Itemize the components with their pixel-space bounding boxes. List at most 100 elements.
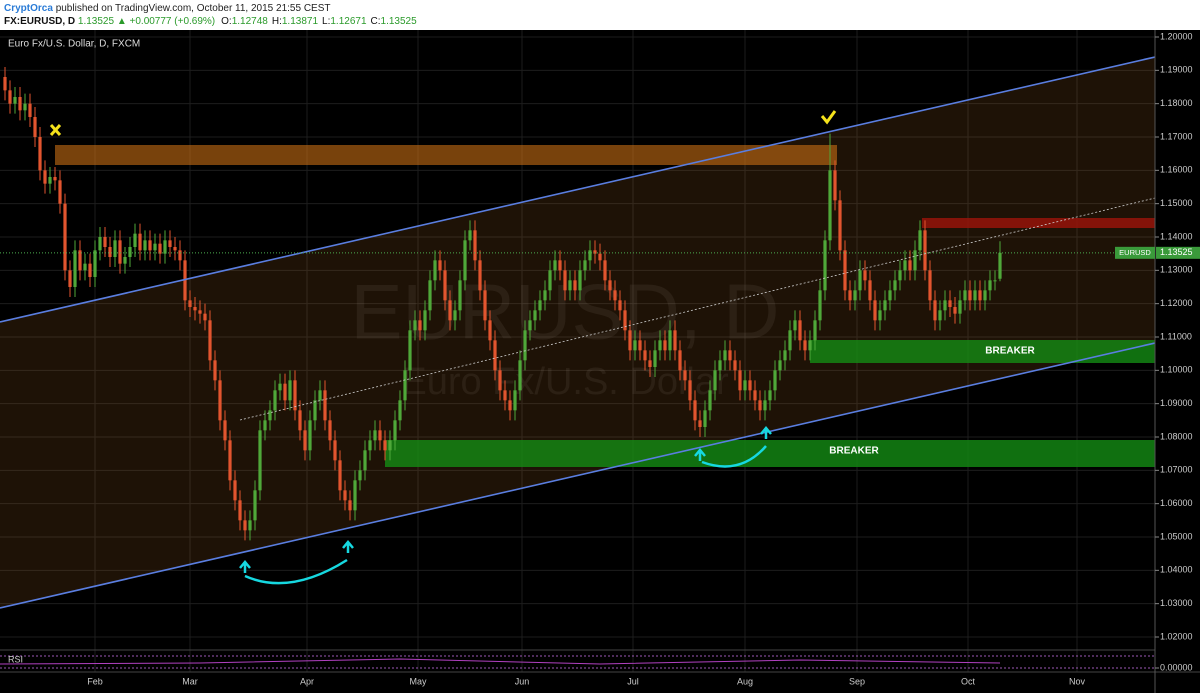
ohlc-value: 1.12671 bbox=[330, 16, 367, 27]
trend-line bbox=[0, 342, 1155, 609]
arrow bbox=[694, 448, 706, 461]
candle-body bbox=[203, 313, 207, 321]
candle-body bbox=[883, 300, 887, 311]
candle-body bbox=[133, 233, 137, 247]
author[interactable]: CryptOrca bbox=[4, 3, 53, 14]
candle-body bbox=[688, 380, 692, 401]
candle-body bbox=[588, 250, 592, 261]
candle-body bbox=[303, 430, 307, 451]
candle-body bbox=[123, 257, 127, 264]
price-tag: EURUSD bbox=[1119, 248, 1151, 257]
candle-body bbox=[953, 307, 957, 314]
candle-body bbox=[113, 240, 117, 257]
candle-body bbox=[273, 390, 277, 411]
x-tick-label: Oct bbox=[961, 676, 976, 686]
candle-body bbox=[358, 470, 362, 481]
zone bbox=[55, 145, 837, 165]
candle-body bbox=[973, 290, 977, 301]
candle-body bbox=[413, 320, 417, 331]
candle-body bbox=[528, 320, 532, 331]
candle-body bbox=[493, 340, 497, 371]
candle-body bbox=[858, 270, 862, 291]
candle-body bbox=[818, 290, 822, 321]
candle-body bbox=[728, 350, 732, 361]
candle-body bbox=[808, 340, 812, 351]
candle-body bbox=[458, 280, 462, 311]
candle-body bbox=[198, 310, 202, 314]
candle-body bbox=[568, 280, 572, 291]
candle-body bbox=[823, 240, 827, 291]
candle-body bbox=[408, 330, 412, 371]
candle-body bbox=[773, 370, 777, 391]
candle-body bbox=[43, 170, 47, 184]
candle-body bbox=[933, 300, 937, 321]
rsi-tick-label: 0.00000 bbox=[1160, 662, 1193, 672]
candle-body bbox=[283, 383, 287, 401]
candle-body bbox=[673, 330, 677, 351]
candle-body bbox=[53, 177, 57, 181]
ohlc-key: H: bbox=[272, 16, 282, 27]
candle-body bbox=[908, 260, 912, 271]
candle-body bbox=[718, 360, 722, 371]
candle-body bbox=[928, 270, 932, 301]
channel-fill bbox=[0, 57, 1155, 608]
candle-body bbox=[323, 390, 327, 421]
candle-body bbox=[683, 370, 687, 381]
candle-body bbox=[983, 290, 987, 301]
candle-body bbox=[378, 430, 382, 441]
published: published on TradingView.com, October 11… bbox=[56, 3, 331, 14]
quote-line: FX:EURUSD, D 1.13525 ▲ +0.00777 (+0.69%)… bbox=[4, 16, 417, 27]
candle-body bbox=[138, 233, 142, 251]
candle-body bbox=[638, 340, 642, 351]
candle-body bbox=[713, 370, 717, 391]
candle-body bbox=[533, 310, 537, 321]
candle-body bbox=[268, 410, 272, 421]
candle-body bbox=[888, 290, 892, 301]
check-marker bbox=[820, 110, 837, 125]
y-tick-label: 1.19000 bbox=[1160, 65, 1193, 75]
ohlc-key: C: bbox=[371, 16, 381, 27]
candle-body bbox=[678, 350, 682, 371]
candle-body bbox=[958, 300, 962, 314]
x-tick-label: Feb bbox=[87, 676, 103, 686]
x-tick-label: Nov bbox=[1069, 676, 1086, 686]
candle-body bbox=[223, 420, 227, 441]
candle-body bbox=[193, 307, 197, 311]
candle-body bbox=[578, 270, 582, 291]
zone bbox=[810, 340, 1155, 363]
candle-body bbox=[758, 400, 762, 411]
candle-body bbox=[648, 360, 652, 367]
candle-body bbox=[328, 420, 332, 441]
zone bbox=[922, 218, 1155, 228]
x-tick-label: Jun bbox=[515, 676, 530, 686]
candle-body bbox=[723, 350, 727, 361]
candle-body bbox=[128, 247, 132, 257]
candle-body bbox=[353, 480, 357, 511]
candle-body bbox=[943, 300, 947, 311]
price-label-bg bbox=[1156, 246, 1200, 259]
x-marker bbox=[49, 123, 62, 137]
candle-body bbox=[753, 390, 757, 401]
y-tick-label: 1.17000 bbox=[1160, 131, 1193, 141]
candle-body bbox=[58, 180, 62, 204]
y-tick-label: 1.08000 bbox=[1160, 431, 1193, 441]
candle-body bbox=[948, 300, 952, 307]
candle-body bbox=[403, 370, 407, 401]
candle-body bbox=[538, 300, 542, 311]
candle-body bbox=[778, 360, 782, 371]
candle-body bbox=[473, 230, 477, 261]
candle-body bbox=[548, 270, 552, 291]
candle-body bbox=[253, 490, 257, 521]
candle-body bbox=[468, 230, 472, 241]
candle-body bbox=[158, 243, 162, 254]
candle-body bbox=[348, 500, 352, 511]
x-tick-label: Jul bbox=[627, 676, 639, 686]
candle-body bbox=[78, 250, 82, 271]
candle-body bbox=[388, 440, 392, 451]
candle-body bbox=[368, 440, 372, 451]
candle-body bbox=[18, 97, 22, 111]
candle-body bbox=[563, 270, 567, 291]
candle-body bbox=[28, 103, 32, 117]
candle-body bbox=[543, 290, 547, 301]
candle-body bbox=[63, 203, 67, 271]
